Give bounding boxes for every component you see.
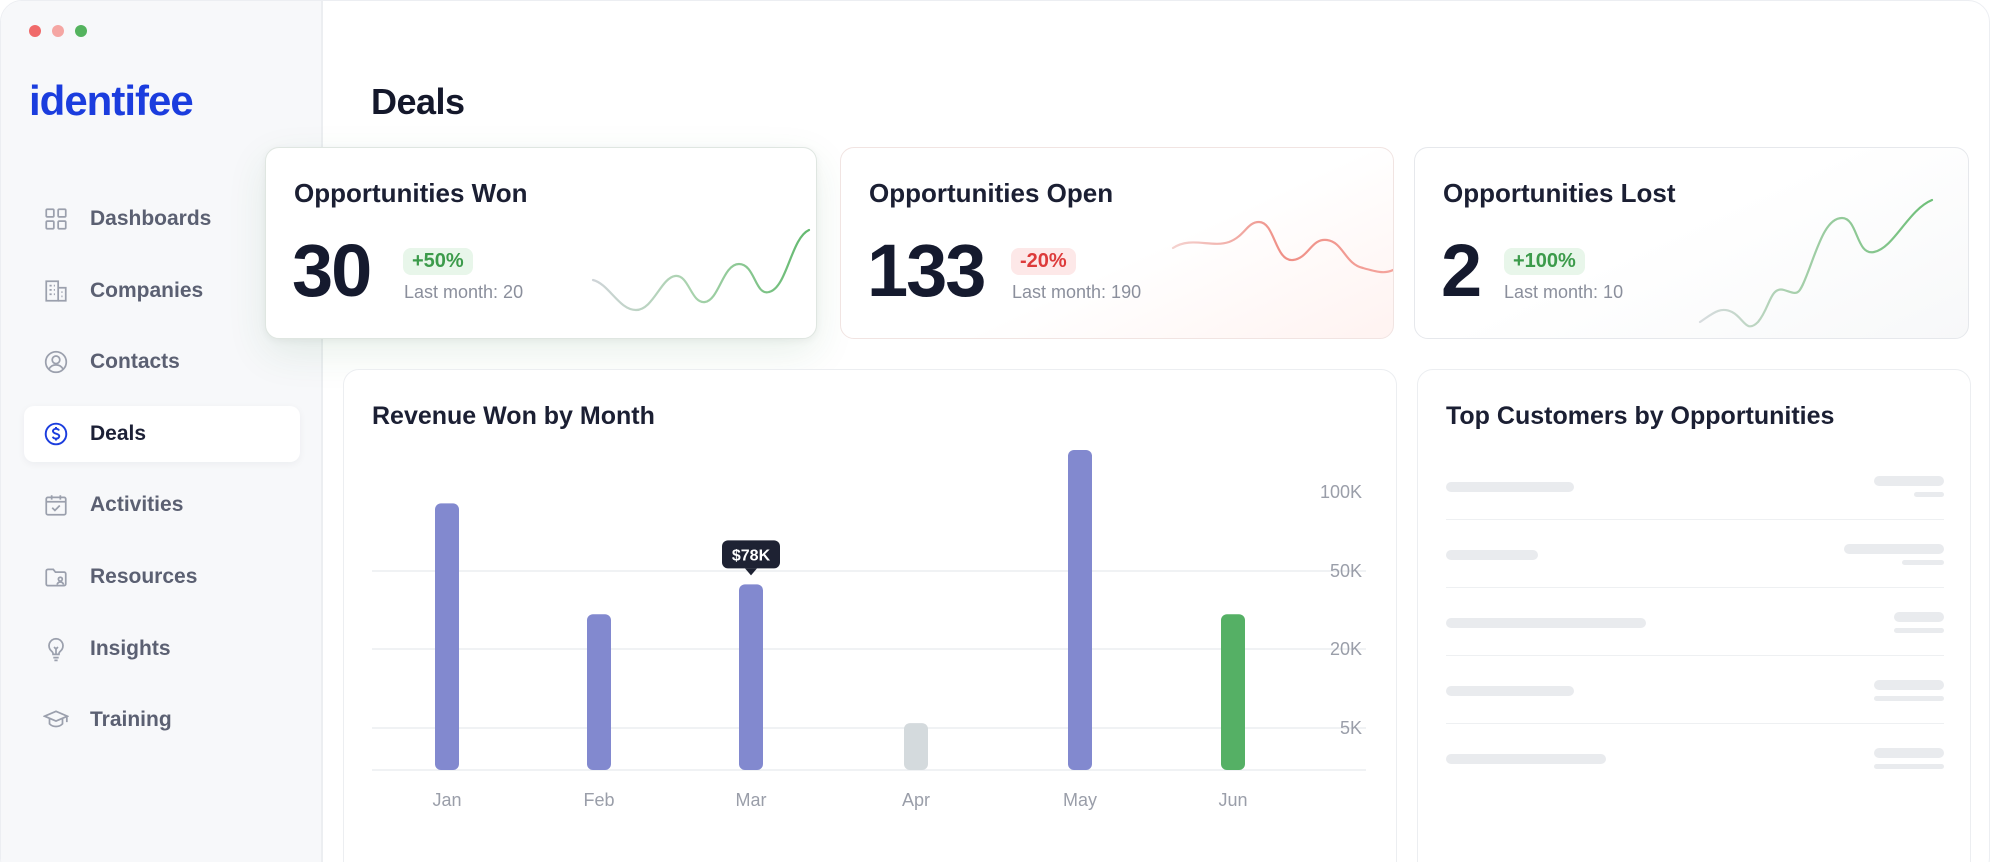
x-tick-label: Jan bbox=[432, 790, 461, 810]
sidebar-item-label: Activities bbox=[90, 493, 184, 517]
sidebar-item-resources[interactable]: Resources bbox=[24, 549, 300, 605]
skeleton-value bbox=[1844, 544, 1944, 554]
folder-user-icon bbox=[42, 563, 70, 591]
x-tick-label: Feb bbox=[583, 790, 614, 810]
y-tick-label: 50K bbox=[1330, 561, 1362, 581]
kpi-card-opportunities-open[interactable]: Opportunities Open 133 -20% Last month: … bbox=[840, 147, 1394, 339]
sidebar-item-label: Companies bbox=[90, 278, 204, 302]
chart-title: Revenue Won by Month bbox=[372, 402, 655, 430]
dashboard-grid-icon bbox=[42, 205, 70, 233]
sidebar-nav: Dashboards Companies Contacts Deals bbox=[24, 191, 300, 764]
skeleton-value bbox=[1874, 748, 1944, 758]
kpi-title: Opportunities Won bbox=[294, 178, 528, 208]
kpi-last-month: Last month: 190 bbox=[1012, 282, 1142, 302]
bar-apr bbox=[904, 723, 928, 770]
revenue-bar-chart: 100K 50K 20K 5K Jan Feb Mar $78K Apr May Jun bbox=[372, 450, 1366, 810]
y-tick-label: 100K bbox=[1320, 482, 1362, 502]
sidebar-item-deals[interactable]: Deals bbox=[24, 405, 300, 462]
sidebar-item-dashboards[interactable]: Dashboards bbox=[24, 191, 300, 247]
window-controls bbox=[29, 25, 87, 37]
bar-may bbox=[1068, 450, 1092, 770]
list-item[interactable] bbox=[1446, 452, 1944, 520]
bar-jan bbox=[435, 503, 459, 770]
kpi-last-month: Last month: 20 bbox=[404, 282, 524, 302]
skeleton-sub bbox=[1874, 696, 1944, 701]
skeleton-name bbox=[1446, 686, 1574, 696]
bar-tooltip-arrow bbox=[745, 568, 757, 576]
x-tick-label: Jun bbox=[1218, 790, 1247, 810]
y-tick-label: 20K bbox=[1330, 639, 1362, 659]
kpi-title: Opportunities Lost bbox=[1443, 178, 1676, 208]
sidebar-item-activities[interactable]: Activities bbox=[24, 477, 300, 533]
skeleton-value bbox=[1874, 680, 1944, 690]
kpi-value: 2 bbox=[1441, 229, 1482, 312]
bar-tooltip bbox=[722, 540, 780, 569]
sidebar-item-label: Resources bbox=[90, 564, 198, 588]
sidebar-item-insights[interactable]: Insights bbox=[24, 621, 300, 677]
sidebar-item-label: Deals bbox=[90, 421, 147, 445]
skeleton-name bbox=[1446, 618, 1646, 628]
page-title: Deals bbox=[371, 81, 465, 122]
list-item[interactable] bbox=[1446, 724, 1944, 792]
close-window-button[interactable] bbox=[29, 25, 41, 37]
top-customers-card: Top Customers by Opportunities bbox=[1417, 369, 1971, 862]
bar-mar bbox=[739, 584, 763, 770]
graduation-cap-icon bbox=[42, 706, 70, 734]
kpi-card-opportunities-won[interactable]: Opportunities Won 30 +50% Last month: 20 bbox=[265, 147, 817, 339]
list-item[interactable] bbox=[1446, 520, 1944, 588]
sidebar-item-contacts[interactable]: Contacts bbox=[24, 334, 300, 390]
sidebar-item-companies[interactable]: Companies bbox=[24, 263, 300, 319]
sparkline-open bbox=[1171, 220, 1393, 274]
building-icon bbox=[42, 277, 70, 305]
x-tick-label: Mar bbox=[736, 790, 767, 810]
kpi-value: 133 bbox=[867, 229, 986, 312]
app-logo[interactable]: identifee bbox=[29, 77, 194, 124]
skeleton-sub bbox=[1902, 560, 1944, 565]
kpi-change-badge: -20% bbox=[1011, 248, 1076, 275]
x-tick-label: Apr bbox=[902, 790, 930, 810]
skeleton-value bbox=[1894, 612, 1944, 622]
kpi-change-badge: +50% bbox=[403, 248, 473, 275]
calendar-check-icon bbox=[42, 491, 70, 519]
skeleton-sub bbox=[1894, 628, 1944, 633]
kpi-title: Opportunities Open bbox=[869, 178, 1114, 208]
user-circle-icon bbox=[42, 348, 70, 376]
kpi-card-opportunities-lost[interactable]: Opportunities Lost 2 +100% Last month: 1… bbox=[1414, 147, 1969, 339]
list-item[interactable] bbox=[1446, 656, 1944, 724]
sidebar-item-label: Insights bbox=[90, 636, 171, 660]
sidebar: identifee Dashboards Companies Contacts bbox=[1, 1, 323, 862]
bar-feb bbox=[587, 614, 611, 770]
skeleton-value bbox=[1874, 476, 1944, 486]
sidebar-item-label: Contacts bbox=[90, 350, 180, 374]
bar-jun bbox=[1221, 614, 1245, 770]
sidebar-item-label: Dashboards bbox=[90, 207, 212, 230]
sparkline-lost bbox=[1698, 198, 1934, 328]
bar-tooltip-label: $78K bbox=[732, 547, 771, 564]
maximize-window-button[interactable] bbox=[75, 25, 87, 37]
y-tick-label: 5K bbox=[1340, 718, 1362, 738]
lightbulb-icon bbox=[42, 635, 70, 663]
skeleton-name bbox=[1446, 550, 1538, 560]
skeleton-sub bbox=[1914, 492, 1944, 497]
minimize-window-button[interactable] bbox=[52, 25, 64, 37]
sparkline-won bbox=[591, 228, 811, 312]
skeleton-name bbox=[1446, 482, 1574, 492]
list-item[interactable] bbox=[1446, 588, 1944, 656]
revenue-chart-card: Revenue Won by Month 100K 50K 20K 5K Jan Feb M… bbox=[343, 369, 1397, 862]
skeleton-sub bbox=[1874, 764, 1944, 769]
customers-title: Top Customers by Opportunities bbox=[1446, 402, 1835, 430]
dollar-circle-icon bbox=[42, 420, 70, 448]
kpi-value: 30 bbox=[292, 229, 372, 312]
x-tick-label: May bbox=[1063, 790, 1097, 810]
sidebar-item-training[interactable]: Training bbox=[24, 692, 300, 748]
skeleton-name bbox=[1446, 754, 1606, 764]
sidebar-item-label: Training bbox=[90, 708, 172, 732]
kpi-change-badge: +100% bbox=[1504, 248, 1585, 275]
kpi-last-month: Last month: 10 bbox=[1504, 282, 1624, 302]
